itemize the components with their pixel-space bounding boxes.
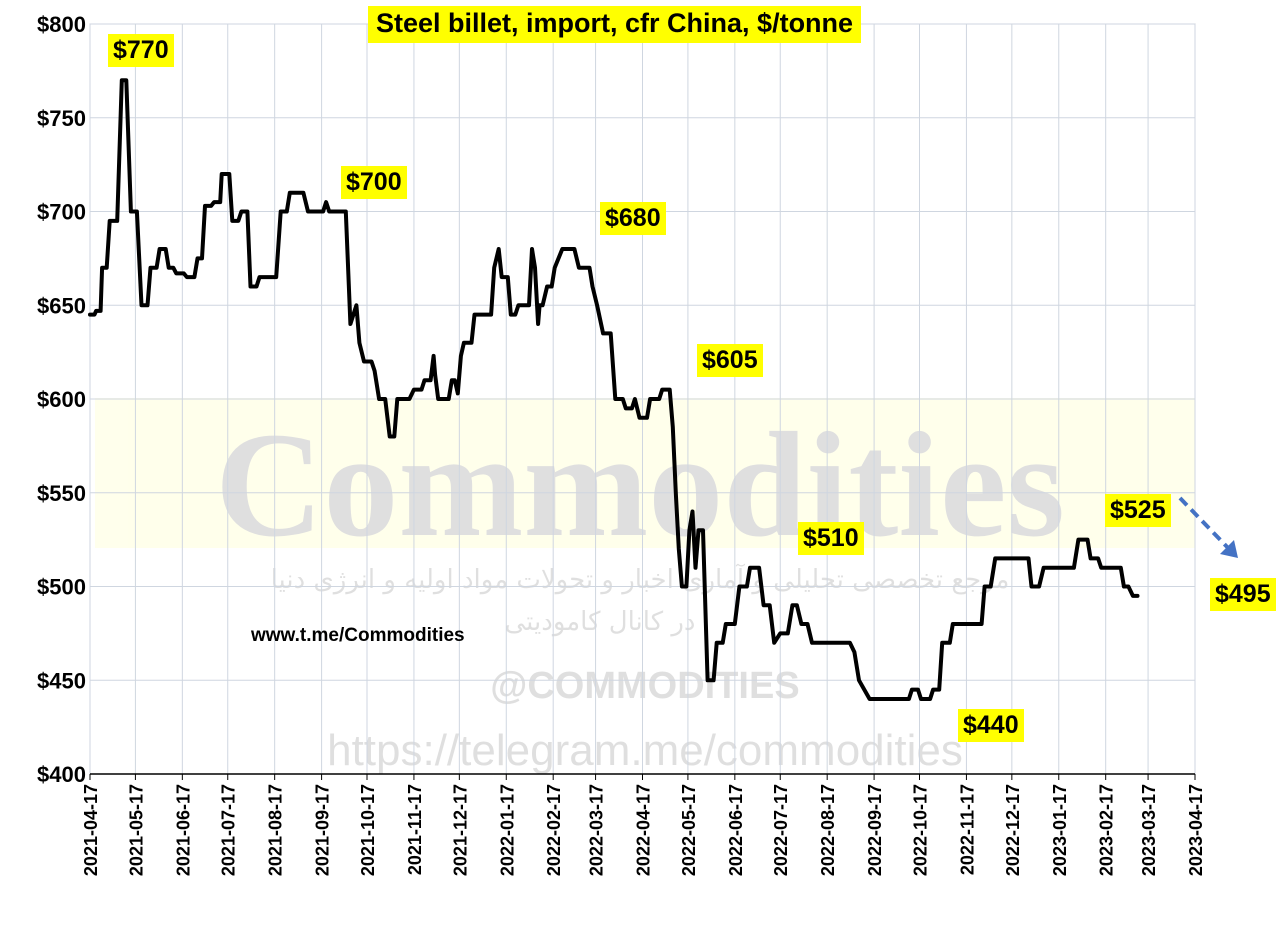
y-tick-label: $800 bbox=[37, 12, 86, 37]
x-tick-label: 2022-03-17 bbox=[587, 784, 607, 876]
y-tick-label: $400 bbox=[37, 762, 86, 787]
watermark-persian-line2: در کانال کامودیتی bbox=[504, 607, 695, 637]
x-tick-label: 2021-08-17 bbox=[266, 784, 286, 876]
x-tick-label: 2022-12-17 bbox=[1003, 784, 1023, 876]
annotation-440: $440 bbox=[958, 709, 1024, 742]
watermark-large-text: Commodities bbox=[215, 402, 1065, 568]
x-tick-label: 2022-01-17 bbox=[497, 784, 517, 876]
annotation-680: $680 bbox=[600, 202, 666, 235]
y-tick-label: $450 bbox=[37, 668, 86, 693]
annotation-510: $510 bbox=[798, 522, 864, 555]
watermark-url: https://telegram.me/commodities bbox=[327, 726, 963, 775]
trend-arrow-line bbox=[1178, 496, 1233, 553]
x-tick-label: 2022-04-17 bbox=[634, 784, 654, 876]
grid bbox=[89, 23, 1196, 775]
y-tick-label: $550 bbox=[37, 481, 86, 506]
annotation-770: $770 bbox=[108, 34, 174, 67]
y-tick-label: $650 bbox=[37, 293, 86, 318]
y-axis: $400 $450 $500 $550 $600 $650 $700 $750 $800 bbox=[37, 12, 86, 787]
x-tick-label: 2023-04-17 bbox=[1186, 784, 1206, 876]
x-axis: 2021-04-17 2021-05-17 2021-06-17 2021-07-17… bbox=[81, 773, 1206, 876]
x-tick-label: 2023-03-17 bbox=[1139, 784, 1159, 876]
x-tick-label: 2021-12-17 bbox=[450, 784, 470, 876]
y-tick-label: $750 bbox=[37, 106, 86, 131]
x-tick-label: 2022-07-17 bbox=[771, 784, 791, 876]
x-tick-label: 2022-05-17 bbox=[679, 784, 699, 876]
x-tick-label: 2021-09-17 bbox=[313, 784, 333, 876]
x-tick-label: 2022-08-17 bbox=[818, 784, 838, 876]
x-tick-label: 2022-02-17 bbox=[544, 784, 564, 876]
watermark-persian-line1: مرجع تخصصی تحلیلی و آماری اخبار و تحولات… bbox=[271, 563, 1010, 595]
x-tick-label: 2021-05-17 bbox=[126, 784, 146, 876]
trend-arrow-head bbox=[1220, 540, 1238, 558]
y-tick-label: $700 bbox=[37, 200, 86, 225]
annotation-605: $605 bbox=[697, 344, 763, 377]
plot-area bbox=[88, 78, 1238, 701]
x-tick-label: 2022-09-17 bbox=[865, 784, 885, 876]
annotation-700: $700 bbox=[341, 166, 407, 199]
annotation-525: $525 bbox=[1105, 494, 1171, 527]
watermark-handle: @COMMODITIES bbox=[490, 665, 799, 707]
x-tick-label: 2021-07-17 bbox=[219, 784, 239, 876]
x-tick-label: 2023-02-17 bbox=[1097, 784, 1117, 876]
y-tick-label: $500 bbox=[37, 575, 86, 600]
x-tick-label: 2022-11-17 bbox=[957, 784, 977, 875]
x-tick-label: 2021-10-17 bbox=[358, 784, 378, 876]
x-tick-label: 2022-10-17 bbox=[911, 784, 931, 876]
x-tick-label: 2022-06-17 bbox=[726, 784, 746, 876]
annotation-495: $495 bbox=[1210, 578, 1276, 611]
x-tick-label: 2023-01-17 bbox=[1050, 784, 1070, 876]
chart-title: Steel billet, import, cfr China, $/tonne bbox=[368, 6, 862, 43]
y-tick-label: $600 bbox=[37, 387, 86, 412]
x-tick-label: 2021-04-17 bbox=[81, 784, 101, 876]
source-link[interactable]: www.t.me/Commodities bbox=[251, 625, 465, 646]
price-series-line bbox=[88, 78, 1140, 701]
x-tick-label: 2021-11-17 bbox=[405, 784, 425, 875]
x-tick-label: 2021-06-17 bbox=[173, 784, 193, 876]
